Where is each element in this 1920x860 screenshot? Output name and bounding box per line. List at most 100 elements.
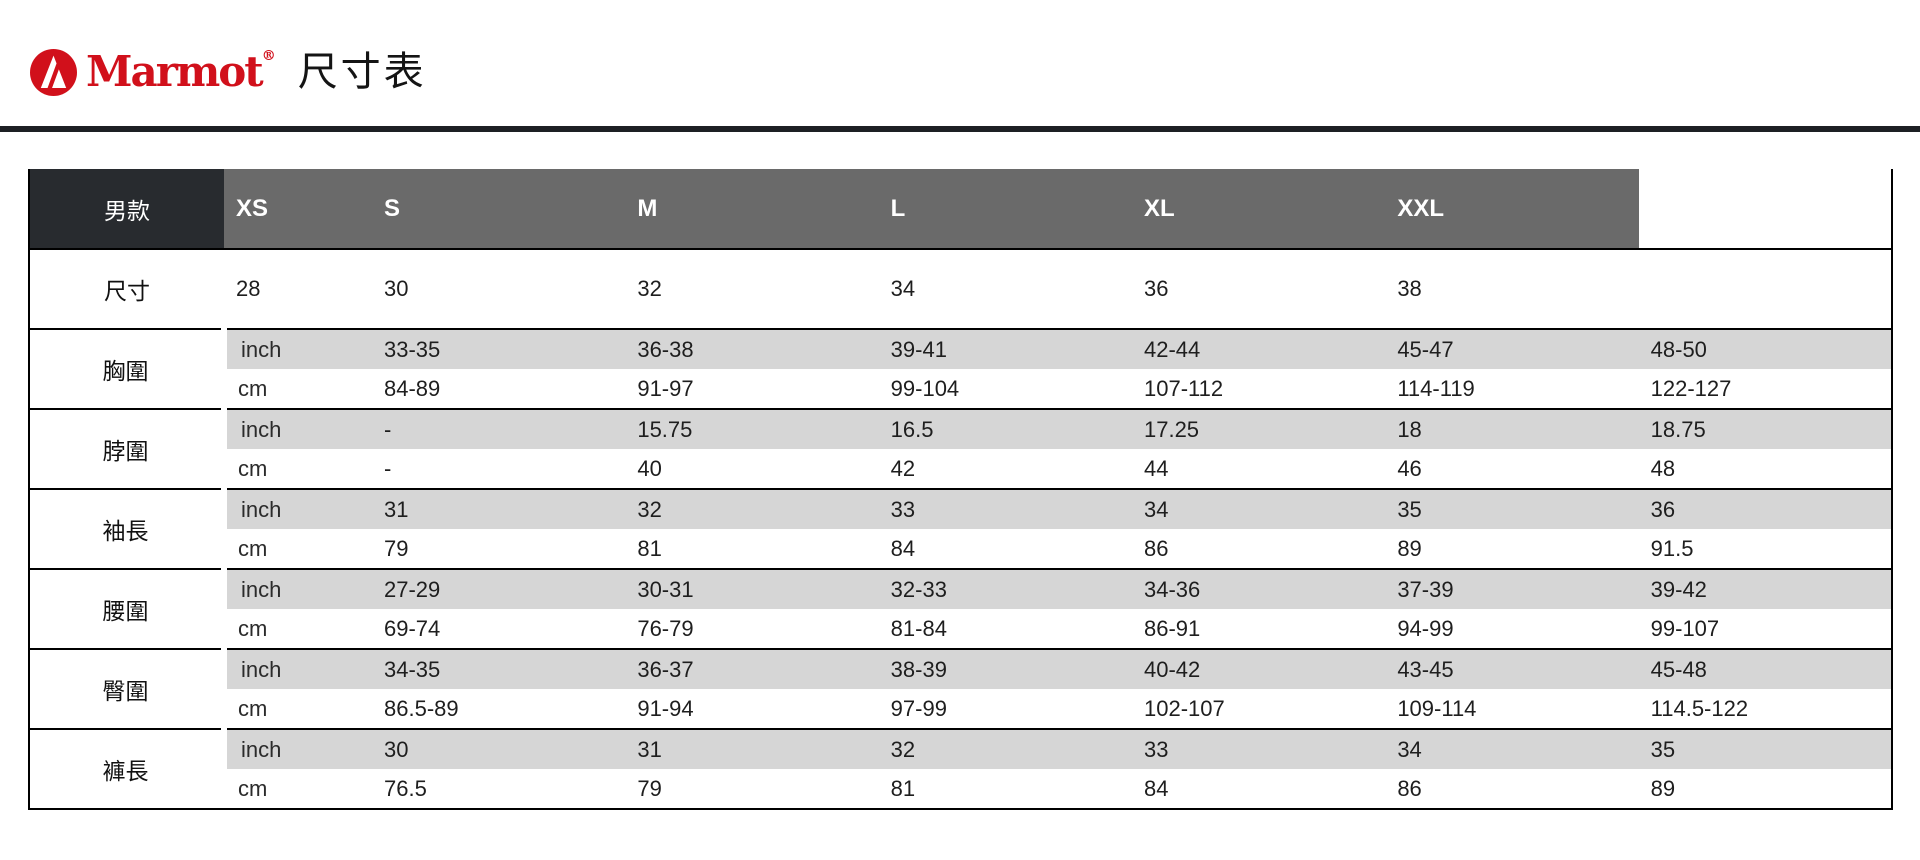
- size-value-cell: 94-99: [1397, 615, 1454, 641]
- size-value-cell: 107-112: [1143, 375, 1224, 401]
- size-column-header: L: [878, 169, 1132, 249]
- unit-label: inch: [221, 409, 372, 449]
- size-table-head: 男款 XS S M L XL XXL: [29, 169, 1892, 249]
- size-value-cell: 32-33: [878, 569, 1132, 609]
- size-column-header: S: [372, 169, 626, 249]
- size-value-cell: 32: [878, 729, 1132, 769]
- size-chart-page: Marmot® 尺寸表 男款 XS S M L XL XXL 尺寸 28 30 32 34 36 38…: [0, 0, 1920, 810]
- size-value-cell: 86-91: [1143, 615, 1201, 641]
- page-header: Marmot® 尺寸表: [0, 0, 1920, 104]
- size-value-cell: 84-89: [384, 375, 441, 401]
- registered-mark: ®: [261, 48, 276, 64]
- table-row: 袖長 inch 31 32 33 34 35 36: [29, 489, 1892, 569]
- size-value-cell: 33: [878, 489, 1132, 529]
- size-value-cell: 35: [1638, 729, 1892, 769]
- row-label: 尺寸: [29, 249, 224, 329]
- size-value-cell: 30: [372, 729, 626, 769]
- size-value-cell: 28: [236, 276, 261, 301]
- size-value-cell: 34: [1385, 729, 1639, 769]
- brand-name: Marmot: [86, 47, 264, 96]
- size-value-cell: 36: [1143, 276, 1169, 301]
- size-value-cell: 36-38: [625, 329, 879, 369]
- unit-label: inch: [221, 569, 372, 609]
- size-column-header: M: [625, 169, 879, 249]
- size-value-cell: 36: [1638, 489, 1892, 529]
- size-column-header: XS: [224, 169, 372, 249]
- size-value-cell: 114.5-122: [1650, 695, 1749, 721]
- size-value-cell: 33: [1131, 729, 1386, 769]
- size-value-cell: 39-42: [1638, 569, 1892, 609]
- size-value-cell: 43-45: [1385, 649, 1639, 689]
- size-value-cell: 86: [1143, 535, 1169, 561]
- table-row: cm 79 81 84 86 89 91.5: [29, 529, 1892, 569]
- table-row: cm - 40 42 44 46 48: [29, 449, 1892, 489]
- size-value-cell: 122-127: [1650, 375, 1732, 401]
- size-column-header: XXL: [1385, 169, 1639, 249]
- unit-label: cm: [238, 695, 268, 721]
- unit-label: cm: [238, 775, 268, 801]
- size-value-cell: 38: [1397, 276, 1422, 301]
- size-value-cell: 32: [637, 276, 662, 301]
- size-value-cell: 89: [1650, 775, 1676, 801]
- header-divider: [0, 126, 1920, 132]
- size-value-cell: 31: [625, 729, 879, 769]
- size-value-cell: 34-35: [372, 649, 626, 689]
- size-value-cell: 99-107: [1650, 615, 1720, 641]
- size-value-cell: 36-37: [625, 649, 879, 689]
- size-value-cell: 18.75: [1638, 409, 1892, 449]
- size-value-cell: 89: [1397, 535, 1422, 561]
- brand-wordmark: Marmot®: [86, 48, 276, 93]
- size-value-cell: 30-31: [625, 569, 879, 609]
- size-value-cell: 34: [1131, 489, 1386, 529]
- size-value-cell: 27-29: [372, 569, 626, 609]
- size-value-cell: 46: [1397, 455, 1422, 481]
- size-value-cell: 99-104: [890, 375, 960, 401]
- size-value-cell: 40: [637, 455, 662, 481]
- table-row: 脖圍 inch -15.75 16.5 17.25 18 18.75: [29, 409, 1892, 489]
- size-value-cell: 30: [384, 276, 409, 301]
- size-value-cell: 114-119: [1397, 375, 1475, 401]
- size-value-cell: 45-47: [1385, 329, 1639, 369]
- row-label: 腰圍: [29, 569, 224, 649]
- size-value-cell: 17.25: [1131, 409, 1386, 449]
- size-value-cell: 18: [1385, 409, 1639, 449]
- size-value-cell: 91.5: [1650, 535, 1694, 561]
- row-label: 胸圍: [29, 329, 224, 409]
- unit-label: inch: [221, 649, 372, 689]
- size-value-cell: 76.5: [384, 775, 427, 801]
- table-row: 褲長 inch 30 31 32 33 34 35: [29, 729, 1892, 809]
- size-column-header: XL: [1131, 169, 1386, 249]
- size-value-cell: 91-97: [637, 375, 694, 401]
- size-value-cell: 38-39: [878, 649, 1132, 689]
- size-value-cell: 32: [625, 489, 879, 529]
- size-value-cell: 34-36: [1131, 569, 1386, 609]
- page-title: 尺寸表: [297, 50, 427, 94]
- unit-label: cm: [238, 615, 268, 641]
- size-value-cell: 48: [1650, 455, 1676, 481]
- size-value-cell: 81: [890, 775, 916, 801]
- size-value-cell: 31: [372, 489, 626, 529]
- corner-cell: 男款: [29, 169, 224, 249]
- size-value-cell: 16.5: [878, 409, 1132, 449]
- size-value-cell: 102-107: [1143, 695, 1225, 721]
- row-label: 臀圍: [29, 649, 224, 729]
- size-value-cell: 97-99: [890, 695, 947, 721]
- size-value-cell: 34: [890, 276, 916, 301]
- table-row: cm 69-74 76-79 81-84 86-91 94-99 99-107: [29, 609, 1892, 649]
- size-value-cell: 79: [384, 535, 409, 561]
- marmot-logo-icon: [30, 48, 77, 96]
- size-value-cell: 15.75: [625, 409, 879, 449]
- size-value-cell: -: [372, 409, 626, 449]
- table-row: 胸圍 inch 33-35 36-38 39-41 42-44 45-47 48-50: [29, 329, 1892, 409]
- size-value-cell: -: [384, 455, 392, 481]
- table-row-size: 尺寸 28 30 32 34 36 38: [29, 249, 1892, 329]
- size-value-cell: 81: [637, 535, 662, 561]
- row-label: 褲長: [29, 729, 224, 809]
- size-value-cell: 37-39: [1385, 569, 1639, 609]
- size-value-cell: 109-114: [1397, 695, 1477, 721]
- unit-label: inch: [221, 729, 372, 769]
- unit-label: cm: [238, 375, 268, 401]
- size-value-cell: 91-94: [637, 695, 694, 721]
- size-value-cell: 44: [1143, 455, 1169, 481]
- unit-label: inch: [221, 489, 372, 529]
